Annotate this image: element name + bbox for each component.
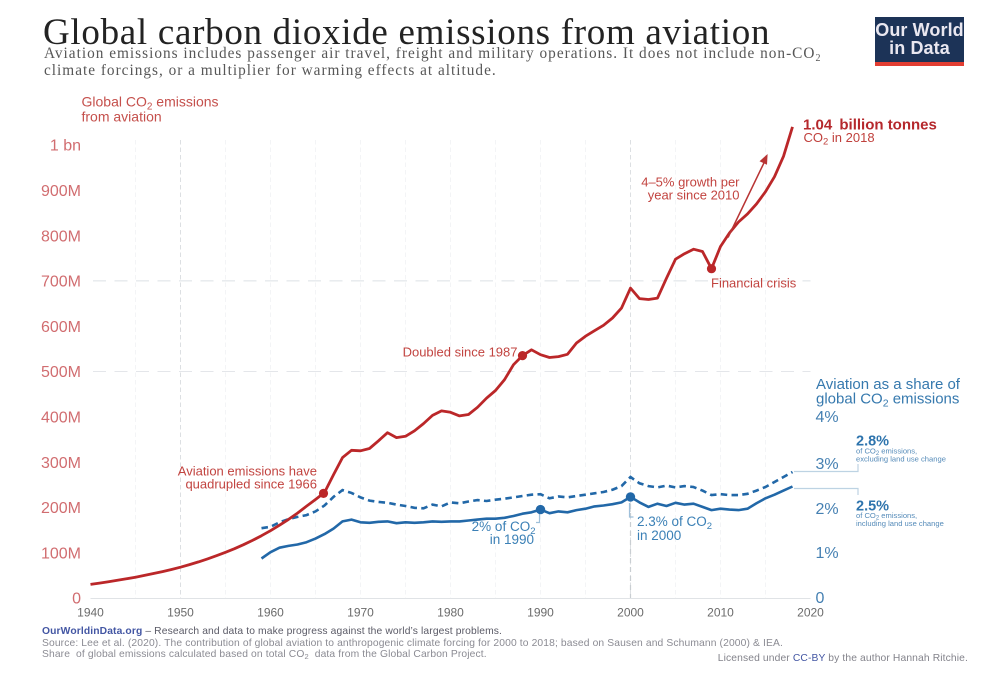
svg-text:2.3% of CO2: 2.3% of CO2 <box>637 514 712 532</box>
svg-text:0: 0 <box>72 591 81 608</box>
svg-text:1 bn: 1 bn <box>50 138 81 155</box>
svg-text:CO2 in 2018: CO2 in 2018 <box>804 130 875 148</box>
svg-text:0: 0 <box>816 590 825 607</box>
svg-text:Financial crisis: Financial crisis <box>711 276 797 291</box>
svg-text:1960: 1960 <box>257 606 284 620</box>
svg-text:Aviation as a share of: Aviation as a share of <box>816 376 961 393</box>
svg-text:global CO2 emissions: global CO2 emissions <box>816 391 959 410</box>
svg-text:of CO2 emissions,: of CO2 emissions, <box>856 511 917 522</box>
svg-text:1950: 1950 <box>167 606 194 620</box>
svg-text:in 1990: in 1990 <box>490 532 534 547</box>
svg-text:400M: 400M <box>41 410 81 427</box>
svg-text:2000: 2000 <box>617 606 644 620</box>
svg-text:Global CO2 emissions: Global CO2 emissions <box>82 94 219 113</box>
svg-text:1940: 1940 <box>77 606 104 620</box>
svg-text:2.5%: 2.5% <box>856 499 889 515</box>
svg-text:3%: 3% <box>816 456 839 473</box>
svg-text:of CO2 emissions,: of CO2 emissions, <box>856 447 917 458</box>
svg-text:200M: 200M <box>41 500 81 517</box>
svg-text:1990: 1990 <box>527 606 554 620</box>
svg-text:100M: 100M <box>41 545 81 562</box>
svg-text:1970: 1970 <box>347 606 374 620</box>
svg-text:1%: 1% <box>816 545 839 562</box>
svg-text:quadrupled since 1966: quadrupled since 1966 <box>185 477 317 492</box>
svg-text:2% of CO2: 2% of CO2 <box>472 519 536 537</box>
svg-text:year since 2010: year since 2010 <box>648 188 740 203</box>
svg-text:Doubled since 1987: Doubled since 1987 <box>403 345 518 360</box>
svg-text:700M: 700M <box>41 274 81 291</box>
svg-text:including land use change: including land use change <box>856 519 944 528</box>
svg-text:2020: 2020 <box>797 606 824 620</box>
svg-text:4–5% growth per: 4–5% growth per <box>641 175 740 190</box>
svg-text:2010: 2010 <box>707 606 734 620</box>
svg-text:600M: 600M <box>41 319 81 336</box>
svg-text:4%: 4% <box>816 409 839 426</box>
svg-text:in 2000: in 2000 <box>637 528 681 543</box>
svg-text:Aviation emissions have: Aviation emissions have <box>178 464 317 479</box>
svg-text:300M: 300M <box>41 455 81 472</box>
svg-text:2%: 2% <box>816 501 839 518</box>
svg-text:500M: 500M <box>41 364 81 381</box>
svg-text:800M: 800M <box>41 228 81 245</box>
svg-text:2.8%: 2.8% <box>856 434 889 450</box>
svg-text:1.04 billion tonnes: 1.04 billion tonnes <box>803 117 937 134</box>
svg-text:900M: 900M <box>41 183 81 200</box>
svg-text:excluding land use change: excluding land use change <box>856 455 946 464</box>
svg-text:1980: 1980 <box>437 606 464 620</box>
svg-text:from aviation: from aviation <box>82 109 162 125</box>
